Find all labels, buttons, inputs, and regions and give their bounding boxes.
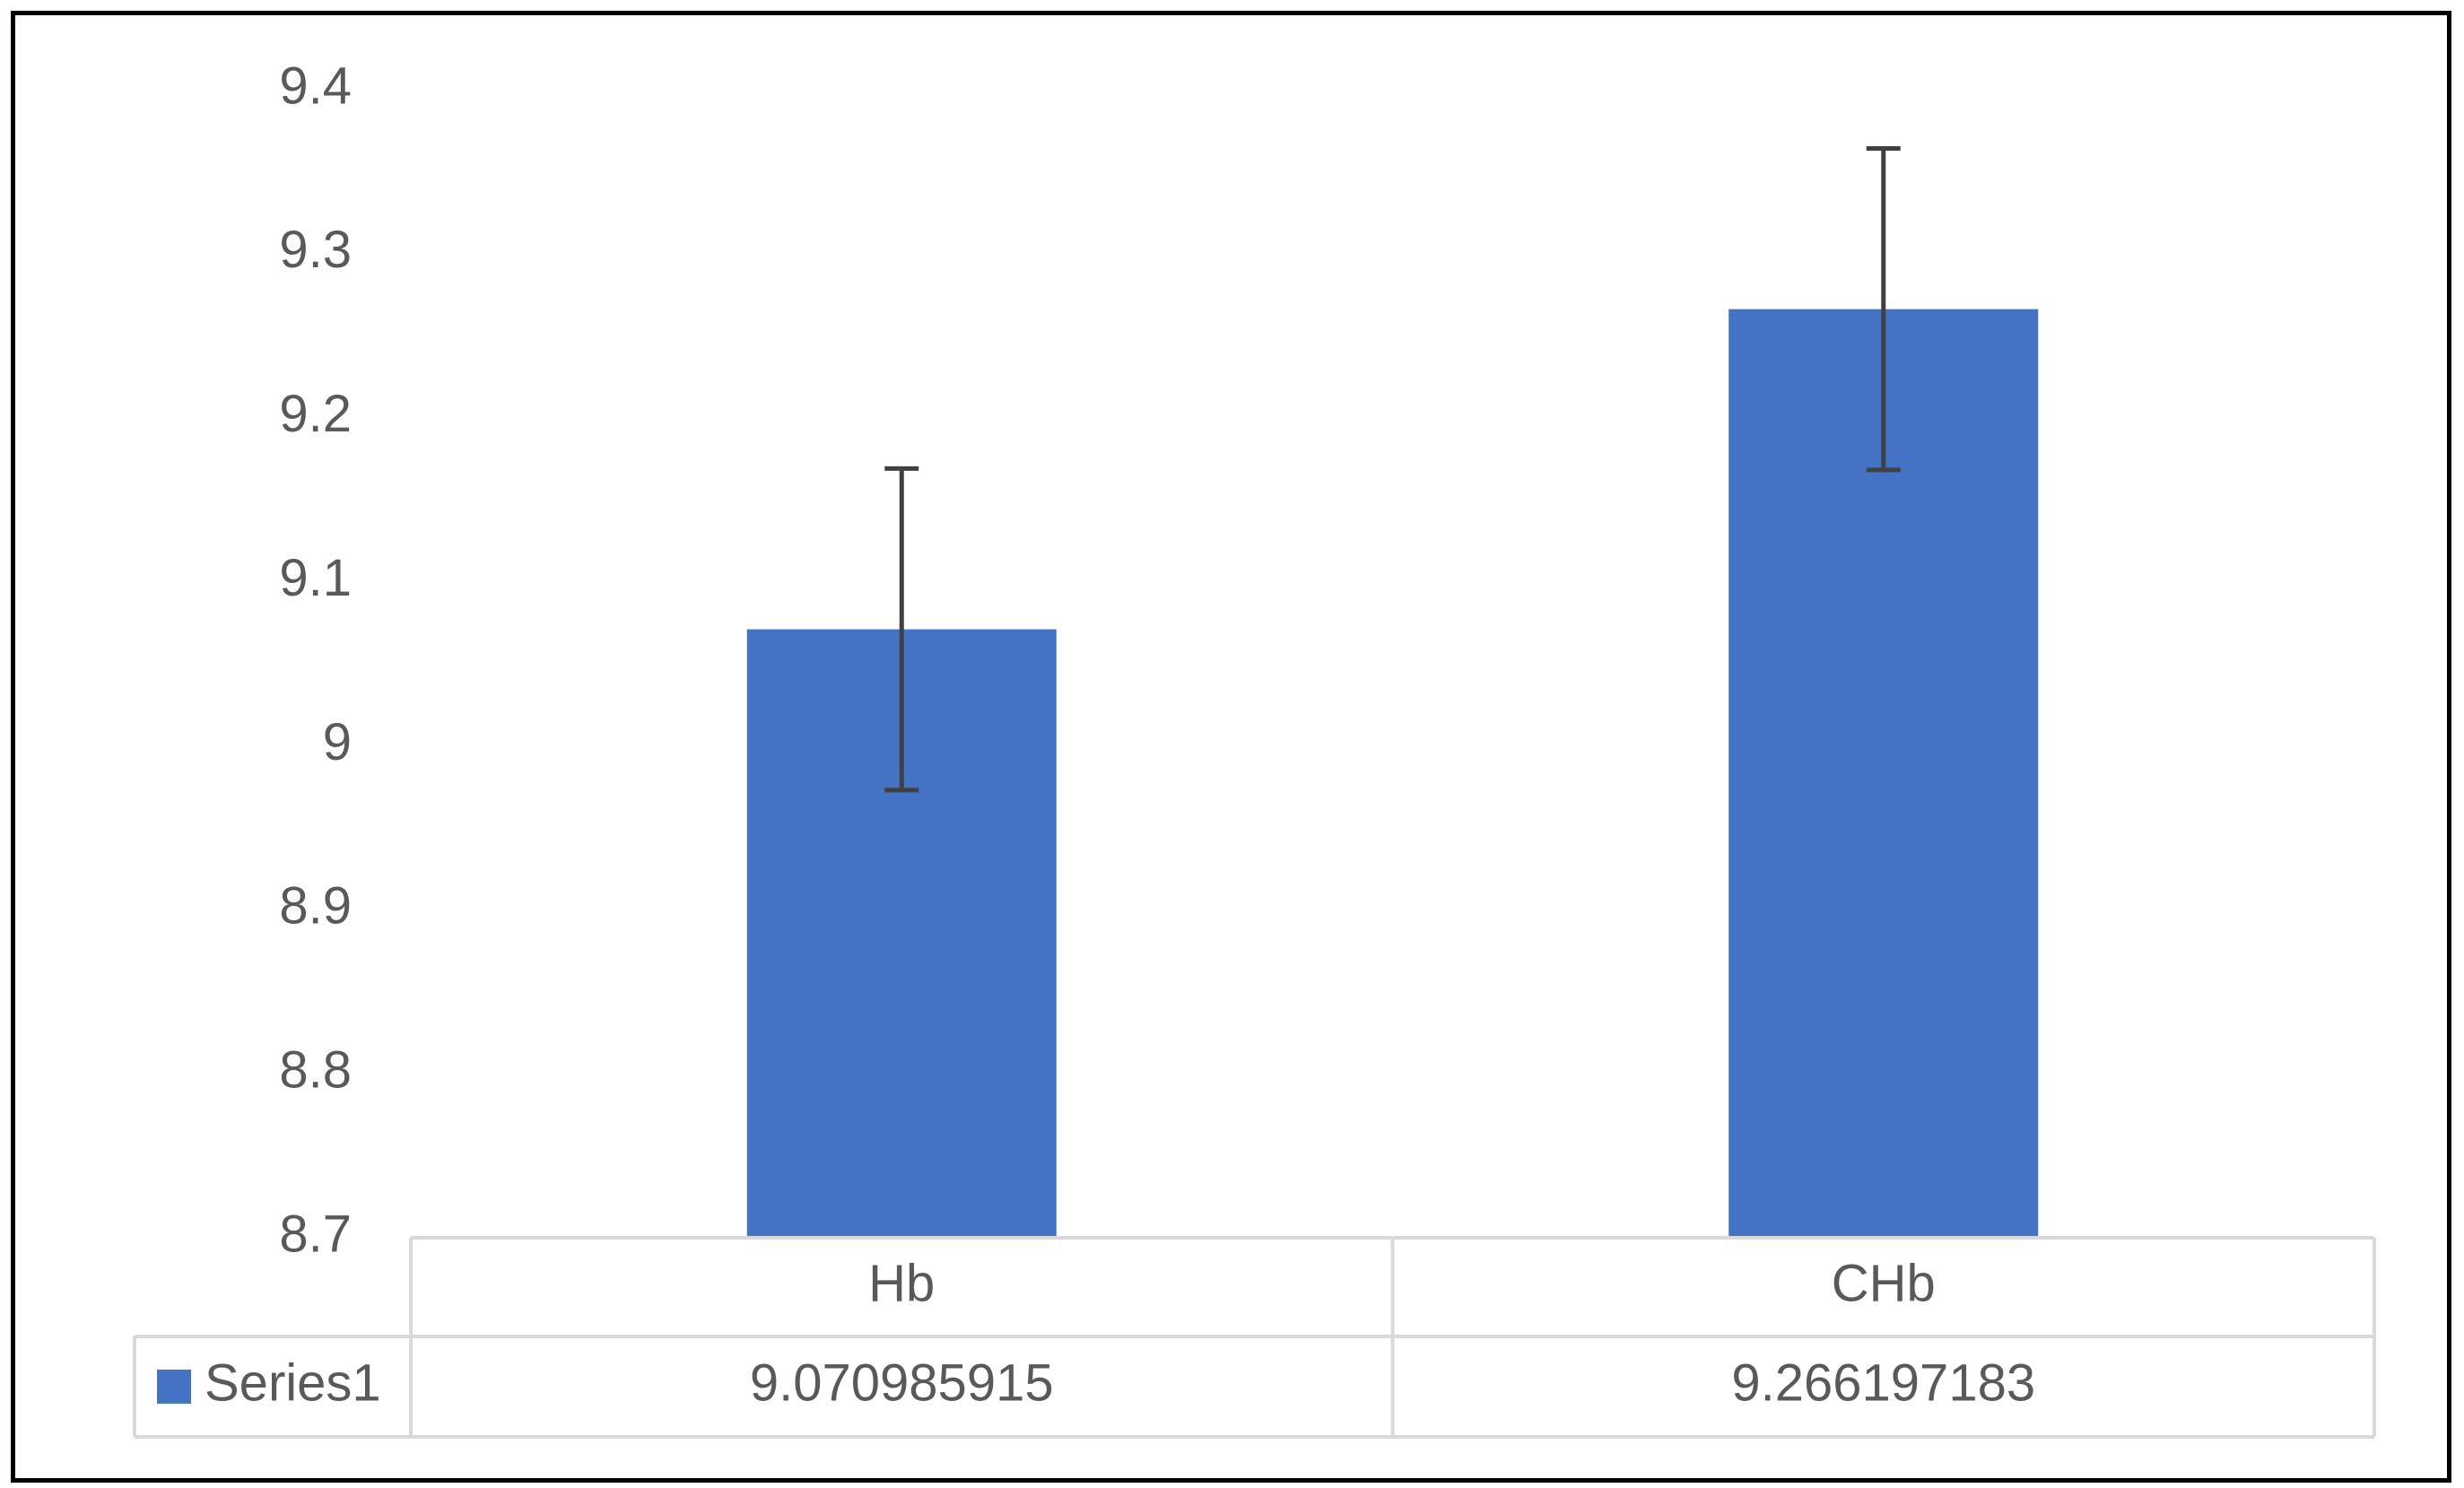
- data-table-value: 9.266197183: [1731, 1353, 2035, 1412]
- y-tick-label: 9.2: [279, 385, 352, 443]
- y-tick-label: 9.4: [279, 57, 352, 115]
- y-tick-label: 9.1: [279, 549, 352, 607]
- y-tick-label: 8.9: [279, 877, 352, 935]
- y-tick-label: 9: [323, 713, 352, 771]
- y-tick-label: 8.8: [279, 1040, 352, 1099]
- legend-key: [157, 1370, 191, 1404]
- bars-layer: [746, 309, 2039, 1239]
- error-bars-layer: [884, 145, 1901, 793]
- legend-series-label: Series1: [205, 1353, 381, 1412]
- y-tick-label: 9.3: [279, 221, 352, 279]
- y-tick-label: 8.7: [279, 1205, 352, 1263]
- data-table-value: 9.070985915: [750, 1353, 1054, 1412]
- y-axis: 8.7 8.8 8.9 9 9.1 9.2 9.3 9.4: [279, 57, 352, 1263]
- data-table: Hb CHb Series1 9.070985915 9.266197183: [133, 1236, 2376, 1439]
- x-category-label: Hb: [868, 1254, 935, 1312]
- x-category-label: CHb: [1832, 1254, 1936, 1312]
